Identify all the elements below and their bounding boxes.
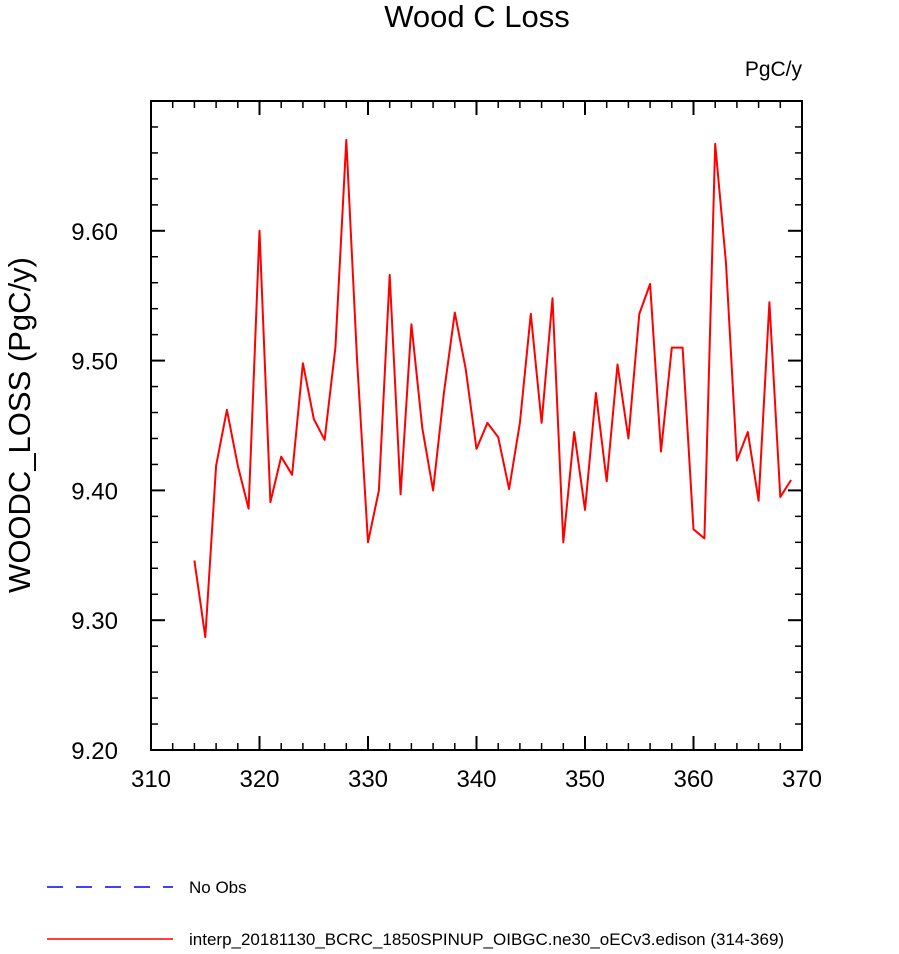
units-label: PgC/y [745, 58, 803, 81]
y-tick-labels: 9.20 9.30 9.40 9.50 9.60 [71, 219, 118, 765]
y-tick-label: 9.30 [71, 608, 118, 635]
y-tick-label: 9.60 [71, 219, 118, 246]
x-tick-labels: 310 320 330 340 350 360 370 [131, 766, 822, 793]
legend-label-0: No Obs [189, 878, 247, 897]
plot-frame [150, 100, 803, 751]
y-axis-label: WOODC_LOSS (PgC/y) [2, 257, 37, 593]
axis-ticks [150, 101, 803, 751]
y-tick-label: 9.40 [71, 478, 118, 505]
plot-series [193, 138, 792, 639]
y-tick-label: 9.50 [71, 349, 118, 376]
chart-title: Wood C Loss [384, 0, 570, 34]
x-tick-label: 310 [131, 766, 171, 793]
x-tick-label: 340 [456, 766, 496, 793]
series-line-1 [193, 138, 792, 639]
legend: No Obs interp_20181130_BCRC_1850SPINUP_OI… [47, 878, 784, 949]
x-tick-label: 330 [348, 766, 388, 793]
y-tick-label: 9.20 [71, 738, 118, 765]
x-tick-label: 350 [565, 766, 605, 793]
x-tick-label: 360 [673, 766, 713, 793]
x-tick-label: 370 [782, 766, 822, 793]
x-tick-label: 320 [239, 766, 279, 793]
legend-label-1: interp_20181130_BCRC_1850SPINUP_OIBGC.ne… [189, 930, 784, 949]
